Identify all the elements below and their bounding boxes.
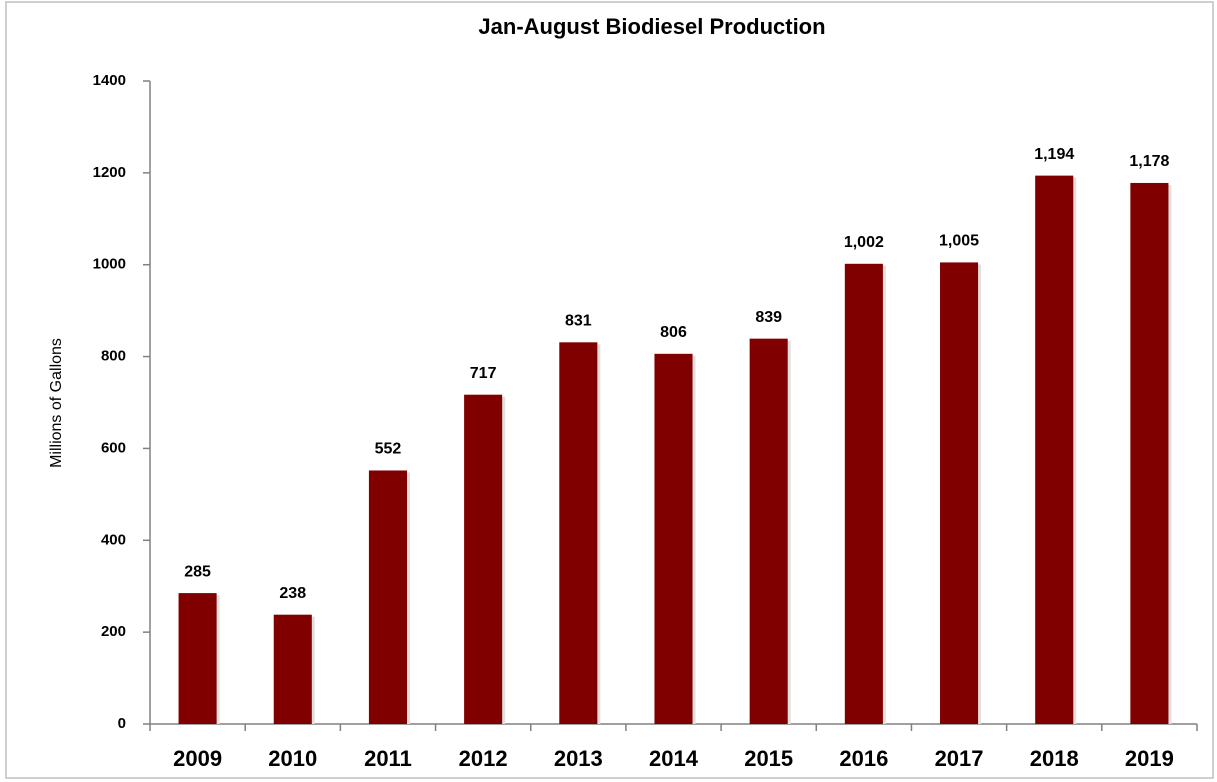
value-label: 717 [470, 365, 497, 382]
x-tick-label: 2009 [173, 746, 222, 771]
value-label: 1,194 [1034, 146, 1074, 163]
bar [940, 262, 979, 724]
bar [654, 353, 693, 724]
bar [749, 338, 788, 724]
y-tick-label: 1000 [93, 256, 126, 273]
value-label: 552 [375, 441, 402, 458]
x-tick-label: 2018 [1030, 746, 1079, 771]
x-tick-label: 2010 [268, 746, 317, 771]
y-tick-label: 1200 [93, 164, 126, 181]
bar [559, 342, 598, 724]
x-tick-label: 2014 [649, 746, 699, 771]
value-label: 1,178 [1129, 153, 1169, 170]
value-label: 238 [279, 585, 306, 602]
bar [273, 614, 312, 724]
bar [1035, 175, 1074, 724]
x-tick-label: 2016 [839, 746, 888, 771]
chart-border [5, 1, 1214, 779]
y-tick-label: 0 [118, 715, 126, 732]
bar [368, 470, 407, 724]
x-tick-label: 2015 [744, 746, 793, 771]
x-tick-label: 2011 [364, 746, 412, 771]
y-tick-label: 200 [101, 623, 126, 640]
y-axis-label: Millions of Gallons [48, 338, 65, 468]
y-tick-label: 800 [101, 348, 126, 365]
x-tick-label: 2012 [459, 746, 508, 771]
value-label: 1,005 [939, 233, 979, 250]
y-tick-label: 400 [101, 531, 126, 548]
value-label: 1,002 [844, 234, 884, 251]
bar [1130, 182, 1169, 724]
value-label: 285 [184, 563, 211, 580]
value-label: 831 [565, 313, 592, 330]
y-tick-label: 600 [101, 439, 126, 456]
x-tick-label: 2017 [935, 746, 984, 771]
bar [844, 263, 883, 724]
bar [178, 593, 217, 724]
y-tick-label: 1400 [93, 72, 126, 89]
bar [464, 394, 503, 724]
value-label: 839 [755, 309, 782, 326]
x-tick-label: 2019 [1125, 746, 1174, 771]
chart-title: Jan-August Biodiesel Production [478, 14, 825, 39]
x-tick-label: 2013 [554, 746, 603, 771]
value-label: 806 [660, 324, 687, 341]
